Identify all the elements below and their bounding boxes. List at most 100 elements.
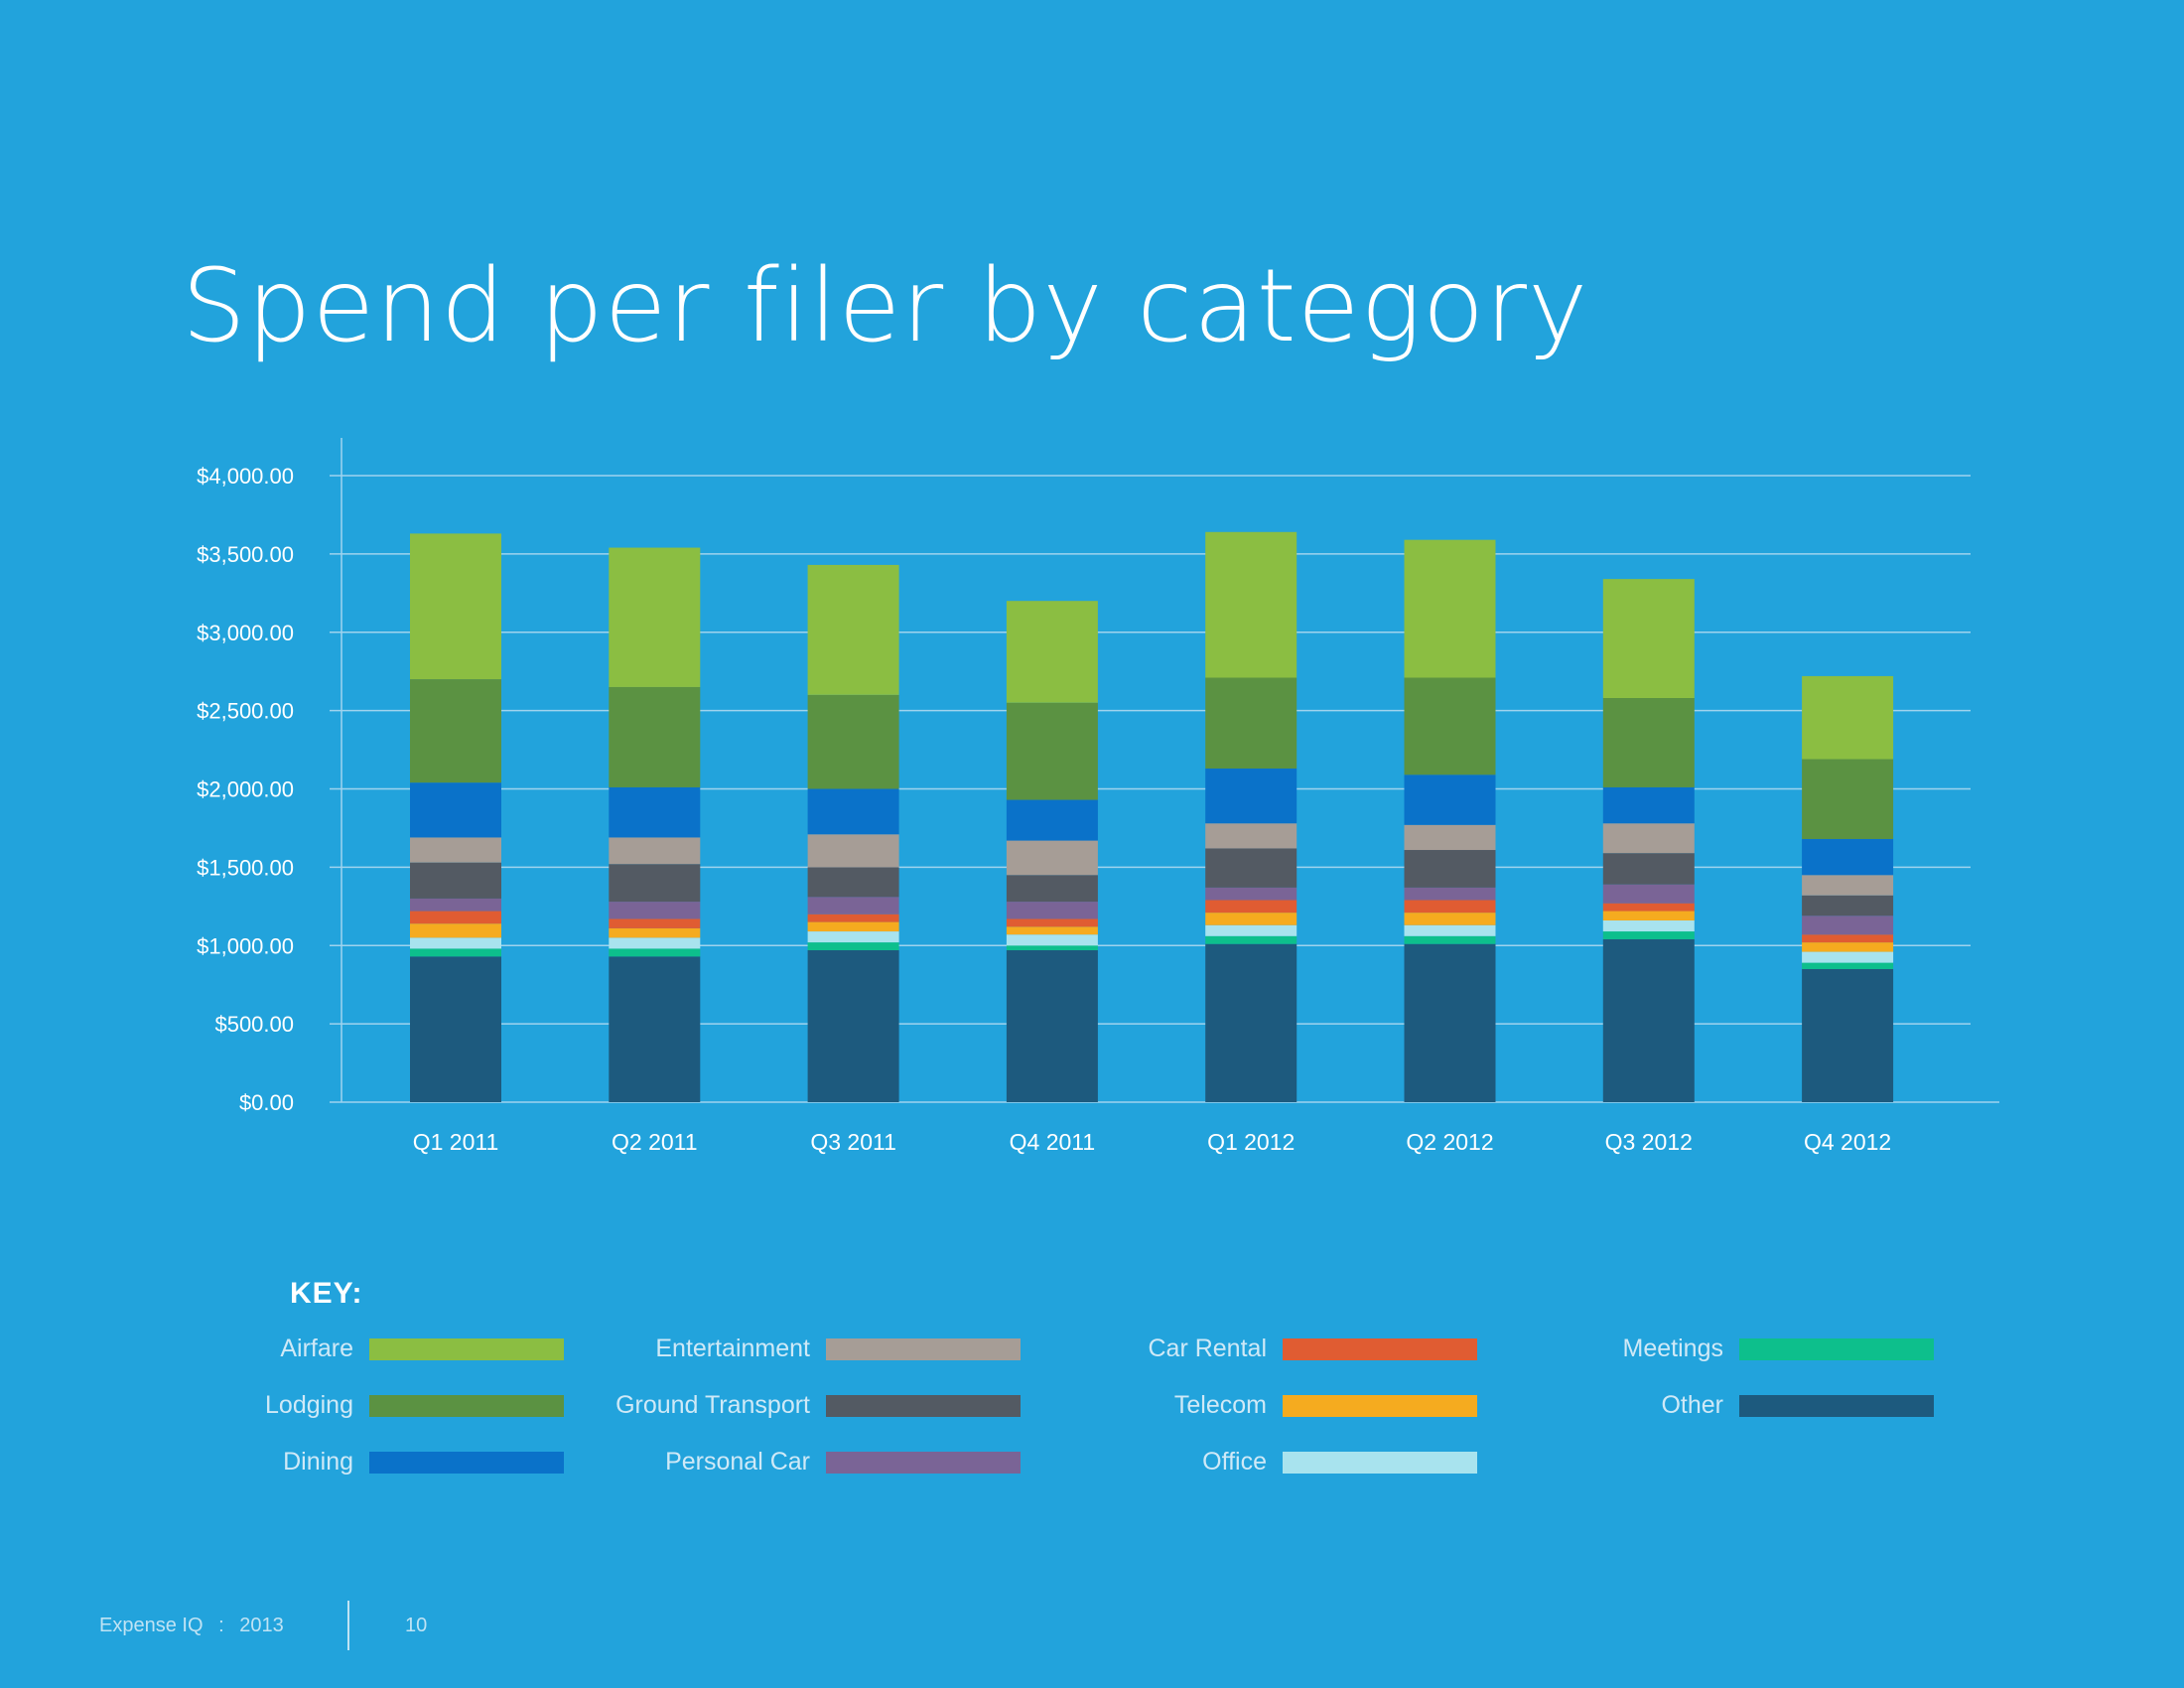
bar-segment-other: [1006, 949, 1098, 1102]
bar-segment-office: [410, 937, 501, 949]
legend-label: Car Rental: [1148, 1335, 1268, 1362]
bar-segment-office: [1602, 920, 1695, 932]
y-tick-label: $0.00: [239, 1090, 294, 1115]
legend-swatch: [369, 1452, 564, 1474]
legend-swatch: [826, 1338, 1021, 1360]
y-tick-label: $1,000.00: [197, 933, 294, 958]
legend-label: Airfare: [280, 1335, 353, 1362]
legend-title: KEY:: [290, 1277, 363, 1310]
legend-swatch: [826, 1395, 1021, 1417]
bar-segment-entertainment: [1802, 875, 1894, 896]
bar-segment-telecom: [1802, 942, 1894, 952]
bar-segment-lodging: [807, 694, 899, 789]
bar-segment-airfare: [410, 533, 501, 680]
bar-segment-car-rental: [807, 914, 899, 922]
legend-label: Other: [1661, 1391, 1723, 1419]
legend-item-lodging: Lodging: [107, 1391, 564, 1419]
bar-segment-entertainment: [410, 837, 501, 863]
bar-segment-dining: [1006, 799, 1098, 841]
legend-label: Ground Transport: [615, 1391, 810, 1419]
bar-segment-airfare: [1205, 531, 1297, 678]
x-tick-label: Q4 2012: [1804, 1129, 1891, 1155]
bar-segment-dining: [410, 782, 501, 838]
x-tick-label: Q3 2012: [1605, 1129, 1693, 1155]
bar-segment-airfare: [1802, 675, 1894, 760]
bar-segment-telecom: [1602, 911, 1695, 921]
bar-segment-meetings: [1205, 935, 1297, 944]
bar-segment-lodging: [609, 686, 701, 787]
footer-year: 2013: [239, 1615, 284, 1636]
legend-label: Personal Car: [665, 1448, 810, 1476]
bar-segment-dining: [1602, 786, 1695, 824]
bar-segment-lodging: [1802, 759, 1894, 839]
legend-item-car-rental: Car Rental: [1021, 1335, 1477, 1362]
bar-segment-car-rental: [1602, 903, 1695, 912]
bar-segment-meetings: [1602, 931, 1695, 939]
bar-segment-dining: [1802, 838, 1894, 876]
legend-item-meetings: Meetings: [1477, 1335, 1934, 1362]
bar-segment-other: [1602, 938, 1695, 1102]
x-tick-label: Q4 2011: [1010, 1129, 1096, 1155]
bar-segment-lodging: [1006, 702, 1098, 800]
bar-segment-lodging: [1205, 677, 1297, 769]
legend-item-other: Other: [1477, 1391, 1934, 1419]
y-tick-label: $3,000.00: [197, 621, 294, 645]
x-tick-label: Q3 2011: [810, 1129, 896, 1155]
bar-segment-ground-transport: [1404, 850, 1496, 888]
bar-segment-ground-transport: [807, 867, 899, 898]
legend-label: Office: [1202, 1448, 1267, 1476]
bar-segment-ground-transport: [609, 864, 701, 903]
y-tick-label: $3,500.00: [197, 542, 294, 567]
legend-label: Dining: [283, 1448, 353, 1476]
legend-label: Telecom: [1173, 1391, 1267, 1419]
bar-segment-other: [609, 956, 701, 1102]
bar-segment-dining: [1205, 768, 1297, 824]
legend-label: Entertainment: [655, 1335, 810, 1362]
bar-segment-personal-car: [1006, 902, 1098, 919]
bar-segment-dining: [609, 786, 701, 838]
legend-item-ground-transport: Ground Transport: [564, 1391, 1021, 1419]
bar-segment-lodging: [410, 679, 501, 783]
bar-segment-office: [1006, 934, 1098, 946]
bar-segment-ground-transport: [1006, 875, 1098, 903]
bar-segment-office: [1802, 951, 1894, 963]
bar-segment-entertainment: [609, 837, 701, 865]
bar-segment-office: [1404, 924, 1496, 936]
y-tick-label: $1,500.00: [197, 855, 294, 880]
bar-segment-airfare: [609, 547, 701, 687]
bar-segment-other: [1802, 968, 1894, 1102]
bar-segment-personal-car: [1602, 884, 1695, 904]
bar-segment-entertainment: [1006, 840, 1098, 876]
legend-swatch: [1283, 1338, 1477, 1360]
bar-segment-entertainment: [807, 834, 899, 868]
bar-segment-car-rental: [1205, 900, 1297, 914]
legend-swatch: [1283, 1452, 1477, 1474]
bar-segment-ground-transport: [410, 862, 501, 899]
bar-segment-other: [807, 949, 899, 1102]
bar-segment-entertainment: [1602, 823, 1695, 854]
bar-segment-meetings: [609, 948, 701, 957]
bar-segment-meetings: [1802, 962, 1894, 969]
bar-segment-telecom: [609, 927, 701, 938]
x-tick-label: Q1 2012: [1207, 1129, 1295, 1155]
footer: Expense IQ : 2013: [99, 1615, 294, 1637]
bar-segment-personal-car: [1205, 887, 1297, 901]
bar-segment-dining: [1404, 774, 1496, 825]
footer-separator: :: [218, 1615, 224, 1636]
legend-label: Meetings: [1622, 1335, 1723, 1362]
bar-segment-other: [410, 956, 501, 1102]
bar-segment-personal-car: [410, 898, 501, 912]
bar-segment-airfare: [1006, 601, 1098, 703]
bar-segment-personal-car: [807, 897, 899, 914]
footer-divider: [347, 1601, 349, 1650]
bar-segment-office: [609, 937, 701, 949]
legend-swatch: [1283, 1395, 1477, 1417]
legend-item-entertainment: Entertainment: [564, 1335, 1021, 1362]
x-tick-label: Q1 2011: [413, 1129, 499, 1155]
bar-segment-telecom: [1205, 913, 1297, 925]
legend-swatch: [369, 1395, 564, 1417]
bar-segment-ground-transport: [1602, 853, 1695, 885]
bar-segment-car-rental: [1006, 918, 1098, 927]
bar-segment-personal-car: [1404, 887, 1496, 901]
bar-segment-car-rental: [410, 911, 501, 924]
